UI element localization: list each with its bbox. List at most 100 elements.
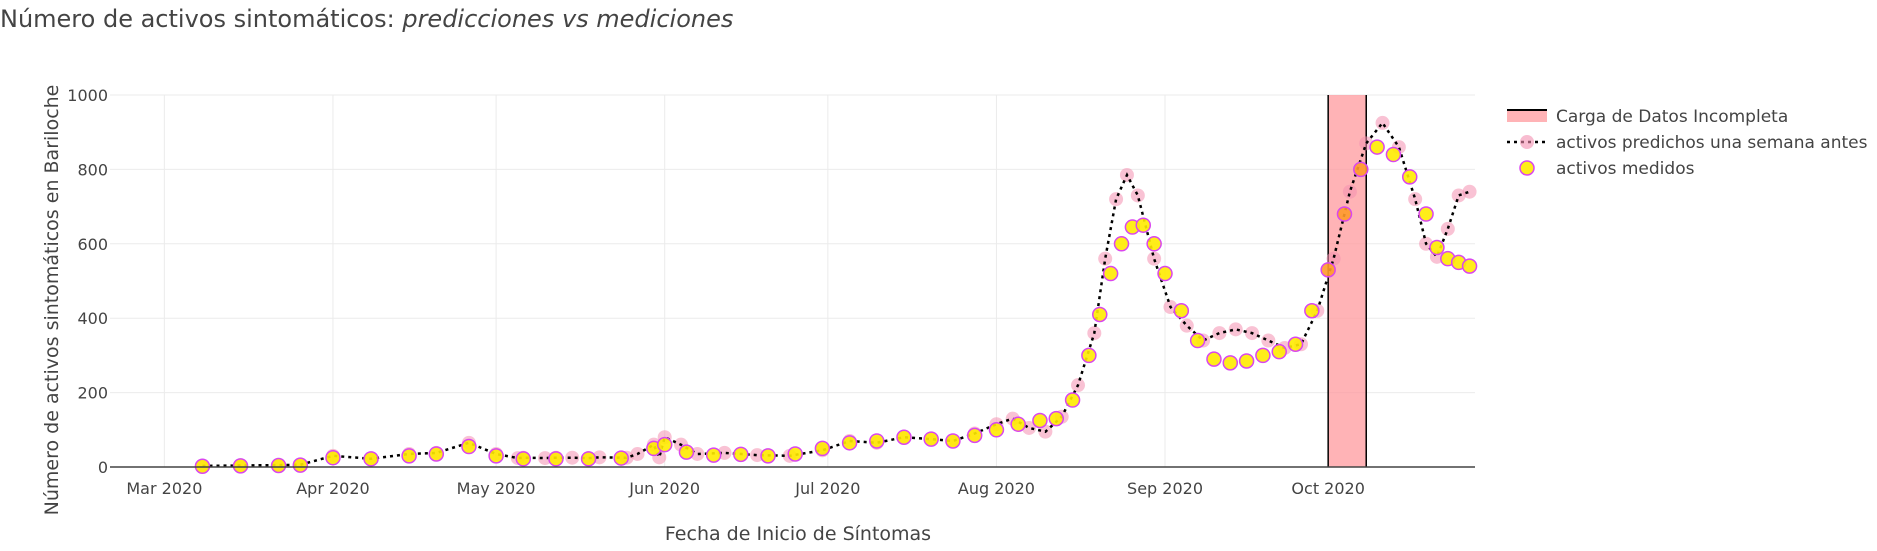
measured-point: [923, 431, 939, 447]
x-tick-label: May 2020: [457, 479, 536, 498]
legend-label-incomplete-data: Carga de Datos Incompleta: [1556, 107, 1788, 127]
grid-layer: [110, 94, 1475, 467]
measured-point: [988, 422, 1005, 438]
measured-point: [1146, 236, 1162, 252]
x-tick-label: Apr 2020: [296, 479, 369, 498]
chart-title: Número de activos sintomáticos: predicci…: [0, 5, 733, 33]
predicted-line: [202, 120, 1471, 468]
predicted-point: [1375, 115, 1390, 130]
measured-point: [1113, 236, 1130, 252]
measured-point: [1418, 206, 1434, 222]
x-tick-label: Jun 2020: [628, 479, 700, 498]
measured-point: [1429, 239, 1445, 256]
measured-point: [678, 444, 695, 460]
measured-point: [292, 457, 309, 473]
predicted-point: [1228, 322, 1243, 337]
predicted-point: [1212, 326, 1227, 341]
measured-point: [1064, 392, 1081, 408]
measured-point: [966, 427, 983, 444]
measured-point: [1173, 303, 1190, 319]
measured-point: [705, 447, 722, 463]
measured-point: [1135, 217, 1152, 233]
measured-point: [270, 457, 287, 474]
measured-point: [1032, 412, 1048, 429]
y-tick-label: 0: [98, 458, 108, 477]
measured-point: [814, 440, 831, 457]
x-tick-label: Oct 2020: [1291, 479, 1364, 498]
legend-swatch-incomplete-data: [1507, 110, 1547, 122]
predicted-point: [1440, 221, 1455, 236]
measured-point: [1238, 353, 1255, 369]
measured-point: [1048, 410, 1065, 427]
predicted-point: [1109, 192, 1124, 207]
legend-label-measured: activos medidos: [1556, 159, 1695, 179]
measured-point: [613, 450, 629, 466]
measured-point: [896, 429, 912, 445]
x-tick-label: Sep 2020: [1127, 479, 1203, 498]
measured-point: [461, 438, 477, 455]
predicted-point: [1408, 192, 1423, 207]
y-tick-label: 1000: [67, 86, 108, 105]
legend: Carga de Datos Incompleta activos predich…: [1507, 107, 1868, 179]
predicted-point: [1147, 251, 1162, 266]
axes-layer: 0 200 400 600 800 1000 Mar 2020 Apr 2020 May 202…: [67, 86, 1475, 498]
measured-point: [1401, 169, 1418, 185]
measured-series-layer: [194, 139, 1478, 475]
measured-point: [656, 436, 673, 453]
measured-point: [325, 449, 341, 466]
measured-point: [1353, 161, 1369, 178]
measured-point: [1206, 351, 1222, 367]
legend-swatch-measured: [1519, 160, 1535, 176]
predicted-point: [750, 448, 765, 463]
predicted-point: [1130, 188, 1145, 203]
y-tick-label: 200: [77, 384, 108, 403]
chart-title-main: Número de activos sintomáticos:: [0, 5, 402, 33]
measured-point: [841, 435, 858, 451]
measured-point: [1369, 139, 1385, 155]
shaded-region-layer: [1327, 95, 1367, 467]
predicted-point: [1451, 188, 1466, 203]
measured-point: [1385, 146, 1402, 163]
predicted-point: [1261, 333, 1276, 348]
measured-point: [1271, 343, 1287, 360]
measured-point: [401, 448, 417, 464]
measured-point: [1255, 347, 1271, 364]
measured-point: [1102, 265, 1119, 282]
measured-point: [1010, 416, 1026, 432]
measured-point: [1222, 355, 1239, 371]
y-tick-label: 600: [77, 235, 108, 254]
incomplete-data-band: [1328, 95, 1367, 467]
measured-point: [1320, 262, 1336, 278]
measured-point: [1189, 332, 1206, 349]
measured-point: [733, 446, 749, 463]
measured-point: [1336, 206, 1353, 222]
x-axis-title: Fecha de Inicio de Síntomas: [665, 523, 931, 545]
legend-swatch-predicted-marker: [1520, 135, 1534, 149]
measured-point: [1081, 347, 1097, 364]
predicted-point: [1326, 251, 1341, 266]
measured-point: [1092, 306, 1108, 323]
measured-point: [1461, 258, 1478, 274]
measured-point: [548, 451, 564, 467]
chart-title-italic: predicciones vs mediciones: [401, 5, 733, 33]
measured-point: [515, 451, 532, 467]
measured-point: [428, 446, 445, 462]
predicted-point: [1098, 251, 1113, 266]
predicted-point: [1462, 184, 1477, 199]
y-axis-title: Número de activos sintomáticos en Barilo…: [41, 85, 63, 516]
measured-point: [488, 448, 504, 464]
measured-point: [869, 433, 885, 449]
measured-point: [232, 458, 249, 474]
measured-point: [1157, 265, 1173, 282]
x-tick-label: Aug 2020: [958, 479, 1035, 498]
predicted-point: [565, 450, 580, 465]
measured-point: [1287, 336, 1304, 352]
measured-point: [760, 448, 776, 464]
measured-point: [363, 451, 379, 467]
y-tick-label: 400: [77, 309, 108, 328]
y-tick-label: 800: [77, 160, 108, 179]
measured-point: [1304, 303, 1320, 319]
measured-point: [580, 451, 597, 467]
predicted-point: [1179, 318, 1194, 333]
